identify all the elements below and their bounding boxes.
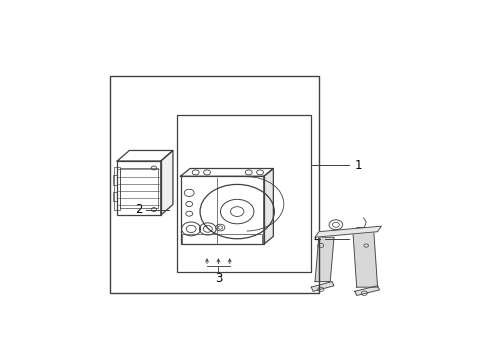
Text: 3: 3: [214, 272, 222, 285]
Bar: [110, 76, 318, 293]
Polygon shape: [264, 168, 273, 244]
Polygon shape: [314, 237, 333, 282]
Polygon shape: [314, 226, 381, 237]
Text: 4: 4: [313, 232, 320, 245]
Bar: [120, 168, 158, 208]
Bar: [117, 161, 161, 215]
Text: 1: 1: [354, 159, 362, 172]
Text: 2: 2: [135, 203, 142, 216]
Bar: [112, 192, 117, 201]
Polygon shape: [354, 286, 379, 296]
Bar: [176, 115, 310, 272]
Polygon shape: [352, 232, 377, 287]
Polygon shape: [117, 150, 173, 161]
Polygon shape: [180, 168, 273, 176]
Polygon shape: [161, 150, 173, 215]
Bar: [180, 176, 264, 244]
Bar: [112, 175, 117, 185]
Bar: [114, 167, 120, 210]
Polygon shape: [311, 282, 333, 291]
Bar: [182, 234, 262, 244]
